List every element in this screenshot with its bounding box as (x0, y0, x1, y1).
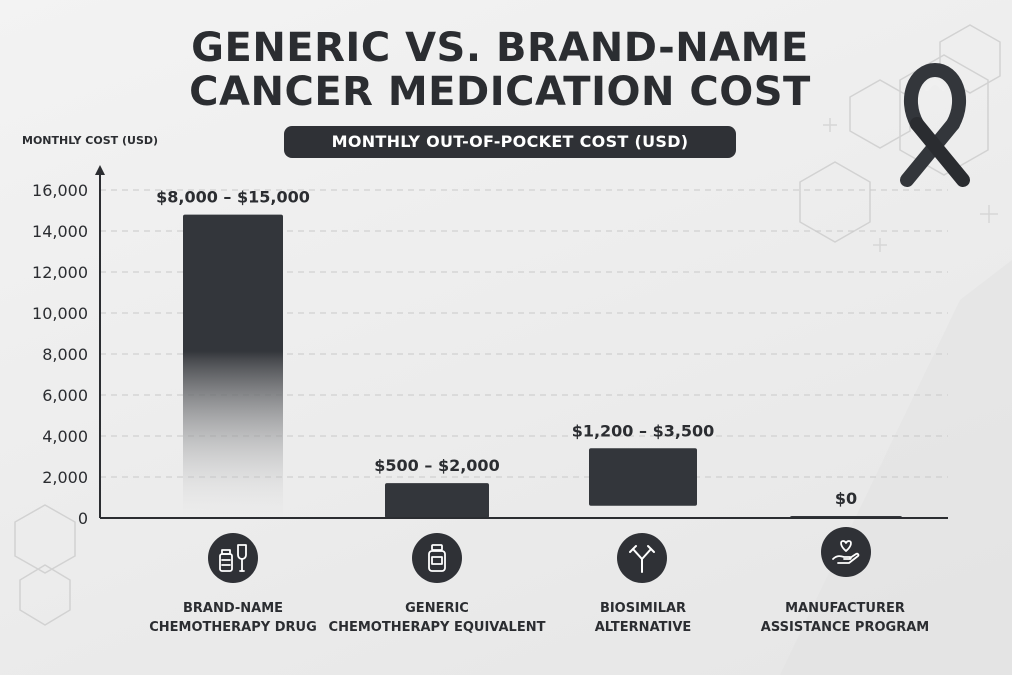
hexagon-decoration (19, 564, 71, 626)
y-tick-label: 4,000 (42, 427, 88, 446)
category-label-line: BIOSIMILAR (599, 601, 687, 616)
category-label-line: BRAND-NAME (182, 601, 284, 616)
category-label-line: CHEMOTHERAPY DRUG (149, 620, 317, 635)
category-label-brand-name: BRAND-NAME CHEMOTHERAPY DRUG (123, 599, 343, 637)
subtitle-badge: MONTHLY OUT-OF-POCKET COST (USD) (284, 126, 736, 158)
antibody-icon (617, 533, 667, 583)
y-tick-label: 10,000 (32, 304, 88, 323)
hexagon-decoration (799, 161, 871, 243)
title-line-1: GENERIC VS. BRAND-NAME (191, 25, 809, 71)
bar (385, 483, 489, 518)
category-label-line: MANUFACTURER (785, 601, 905, 616)
heart-in-hand-icon (821, 527, 871, 577)
category-label-manufacturer: MANUFACTURER ASSISTANCE PROGRAM (735, 599, 955, 637)
awareness-ribbon-icon (900, 62, 970, 187)
y-tick-label: 12,000 (32, 263, 88, 282)
bar (589, 448, 697, 506)
y-tick-label: 6,000 (42, 386, 88, 405)
category-label-line: GENERIC (405, 601, 469, 616)
category-label-biosimilar: BIOSIMILAR ALTERNATIVE (533, 599, 753, 637)
category-label-generic: GENERIC CHEMOTHERAPY EQUIVALENT (327, 599, 547, 637)
category-label-line: ASSISTANCE PROGRAM (760, 620, 930, 635)
category-label-line: ALTERNATIVE (594, 620, 692, 635)
data-label: $1,200 – $3,500 (572, 421, 715, 440)
data-label: $500 – $2,000 (374, 456, 499, 475)
page-title: GENERIC VS. BRAND-NAME CANCER MEDICATION… (0, 26, 1000, 114)
hexagon-decoration (899, 54, 989, 176)
y-tick-label: 2,000 (42, 468, 88, 487)
y-tick-label: 16,000 (32, 181, 88, 200)
y-tick-label: 14,000 (32, 222, 88, 241)
title-line-2: CANCER MEDICATION COST (189, 69, 811, 115)
data-label: $0 (835, 489, 857, 508)
y-axis-title: MONTHLY COST (USD) (22, 134, 159, 147)
hexagon-decoration (939, 24, 1001, 94)
y-axis-arrow (95, 165, 105, 175)
hexagon-decoration (14, 504, 76, 574)
y-tick-label: 8,000 (42, 345, 88, 364)
bar (183, 214, 283, 518)
data-label: $8,000 – $15,000 (156, 188, 310, 207)
medicine-vial-iv-bag-icon (208, 533, 258, 583)
category-label-line: CHEMOTHERAPY EQUIVALENT (328, 620, 546, 635)
medicine-bottle-icon (412, 533, 462, 583)
y-tick-label: 0 (78, 509, 88, 528)
